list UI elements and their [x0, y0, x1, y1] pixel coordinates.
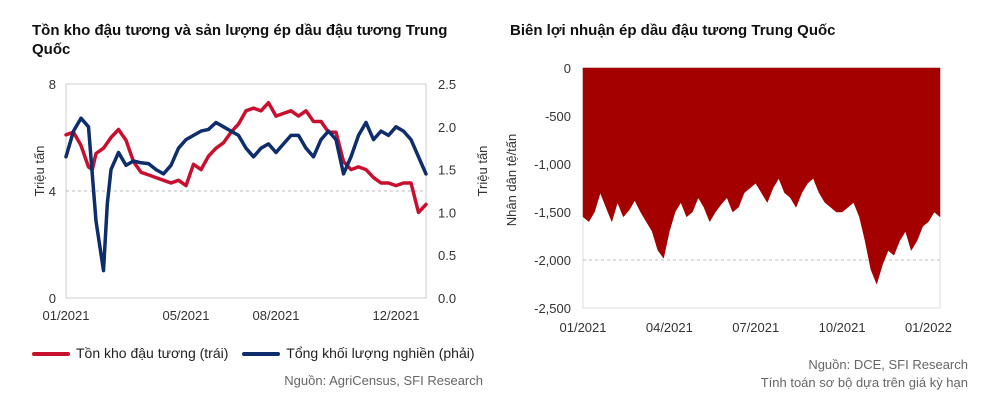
left-xtick-label: 08/2021	[253, 308, 300, 323]
legend-swatch-red	[32, 352, 70, 357]
legend-swatch-navy	[242, 352, 281, 357]
right-axis-ytick-label: 1.0	[438, 205, 456, 220]
right-source: Nguồn: DCE, SFI Research Tính toán sơ bộ…	[761, 356, 968, 392]
right-axis-ytick-label: 0.0	[438, 291, 456, 306]
legend-item-inventory: Tồn kho đậu tương (trái)	[32, 345, 228, 361]
left-xtick-label: 01/2021	[43, 308, 90, 323]
inventory-line	[64, 100, 428, 215]
right-chart-yaxis-label: Nhân dân tệ/tấn	[504, 134, 519, 227]
margin-area	[582, 67, 941, 285]
right-chart-title: Biên lợi nhuận ép dầu đậu tương Trung Qu…	[510, 22, 836, 39]
right-source-line1: Nguồn: DCE, SFI Research	[808, 357, 968, 372]
legend-label-crush: Tổng khối lượng nghiền (phải)	[286, 345, 475, 361]
right-chart-xtick-label: 04/2021	[646, 320, 693, 335]
left-ytick-label: 0	[49, 291, 56, 306]
right-yaxis-label: Triệu tấn	[475, 146, 490, 197]
right-chart-xtick-label: 07/2021	[732, 320, 779, 335]
left-chart: 0 4 8 0.0 0.5 1.0 1.5 2.0 2.5 01/2021 05/2021 08/20…	[32, 77, 490, 323]
crush-volume-line	[64, 116, 428, 273]
right-chart-ytick-label: -500	[545, 109, 571, 124]
right-chart-xtick-label: 10/2021	[819, 320, 866, 335]
right-axis-ytick-label: 1.5	[438, 163, 456, 178]
left-xtick-label: 12/2021	[373, 308, 420, 323]
left-source: Nguồn: AgriCensus, SFI Research	[284, 373, 483, 388]
left-xtick-label: 05/2021	[163, 308, 210, 323]
right-source-line2: Tính toán sơ bộ dựa trên giá kỳ hạn	[760, 375, 968, 390]
right-chart-xtick-label: 01/2022	[905, 320, 952, 335]
right-chart-ytick-label: -2,500	[534, 301, 571, 316]
right-chart-ytick-label: -1,500	[534, 205, 571, 220]
legend-label-inventory: Tồn kho đậu tương (trái)	[76, 345, 229, 361]
left-ytick-label: 4	[49, 184, 56, 199]
right-chart-xtick-label: 01/2021	[560, 320, 607, 335]
right-axis-ytick-label: 2.0	[438, 120, 456, 135]
left-ytick-label: 8	[49, 77, 56, 92]
right-chart-ytick-label: 0	[564, 61, 571, 76]
legend-item-crush: Tổng khối lượng nghiền (phải)	[242, 345, 475, 361]
right-axis-ytick-label: 0.5	[438, 248, 456, 263]
left-yaxis-label: Triệu tấn	[32, 146, 47, 197]
right-chart-ytick-label: -1,000	[534, 157, 571, 172]
left-chart-title: Tồn kho đậu tương và sản lượng ép dầu đậ…	[32, 22, 448, 58]
left-chart-legend: Tồn kho đậu tương (trái) Tổng khối lượng…	[32, 345, 485, 361]
right-chart: 0 -500 -1,000 -1,500 -2,000 -2,500 01/2021 04/2…	[504, 61, 952, 335]
right-axis-ytick-label: 2.5	[438, 77, 456, 92]
right-chart-ytick-label: -2,000	[534, 253, 571, 268]
